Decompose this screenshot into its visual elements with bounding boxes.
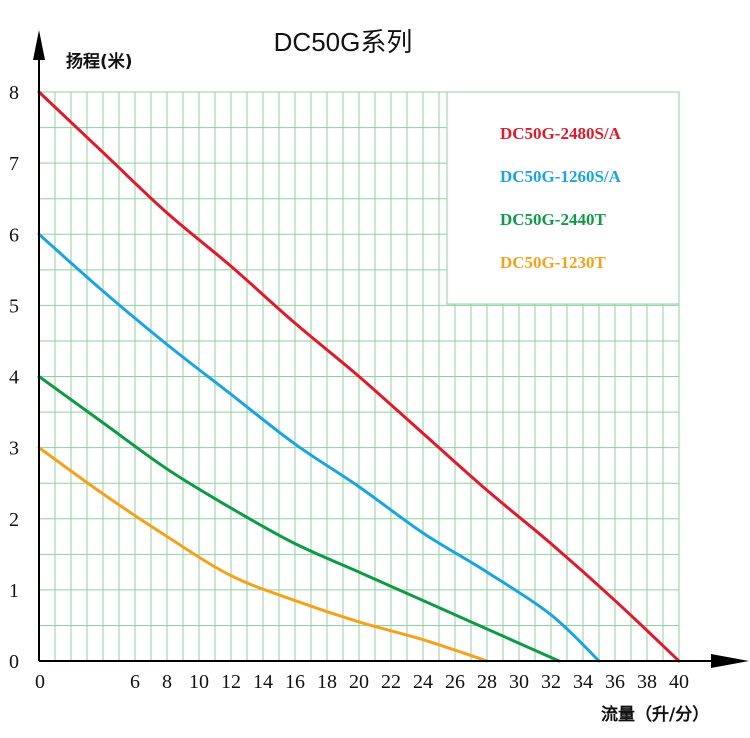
y-tick-label: 1: [9, 580, 19, 602]
x-tick-labels: 0 6 8 10 12 14 16 18 20 22 24 26 28 30 32 34 36 38 40: [35, 671, 689, 693]
x-tick-label: 14: [253, 671, 273, 693]
x-tick-label: 28: [477, 671, 497, 693]
y-tick-label: 4: [9, 367, 19, 389]
y-tick-label: 6: [9, 224, 19, 246]
axes: [33, 30, 749, 668]
y-tick-label: 5: [9, 295, 19, 317]
x-tick-label: 34: [573, 671, 593, 693]
y-tick-label: 2: [9, 509, 19, 531]
x-axis-label: 流量（升/分）: [601, 704, 709, 725]
y-tick-labels: 0 1 2 3 4 5 6 7 8: [9, 82, 19, 673]
y-tick-label: 0: [9, 651, 19, 673]
series-lines: [37, 90, 681, 663]
series-line-dc50g-2440t: [37, 375, 561, 663]
series-line-dc50g-1260s-a: [37, 232, 601, 663]
y-axis-label: 扬程(米): [66, 51, 133, 72]
series-line-dc50g-1230t: [37, 446, 489, 663]
x-tick-label: 24: [413, 671, 433, 693]
legend: DC50G-2480S/A DC50G-1260S/A DC50G-2440T DC5…: [500, 124, 622, 272]
x-tick-label: 30: [509, 671, 529, 693]
x-tick-label: 20: [349, 671, 369, 693]
x-tick-label: 32: [541, 671, 561, 693]
legend-item: DC50G-2480S/A: [500, 124, 622, 143]
x-tick-label: 16: [285, 671, 305, 693]
x-tick-label: 6: [130, 671, 140, 693]
series-line-dc50g-2480s-a: [37, 90, 681, 663]
y-axis-arrow: [33, 30, 45, 60]
chart-title: DC50G系列: [274, 27, 413, 57]
x-tick-label: 38: [637, 671, 657, 693]
x-tick-label: 8: [162, 671, 172, 693]
legend-item: DC50G-1230T: [500, 253, 606, 272]
legend-item: DC50G-2440T: [500, 210, 606, 229]
x-tick-label: 10: [189, 671, 209, 693]
x-tick-label: 40: [669, 671, 689, 693]
x-tick-label: 26: [445, 671, 465, 693]
x-tick-label: 12: [221, 671, 241, 693]
x-tick-label: 0: [35, 671, 45, 693]
y-tick-label: 8: [9, 82, 19, 104]
y-tick-label: 3: [9, 438, 19, 460]
x-tick-label: 22: [381, 671, 401, 693]
x-axis-arrow: [711, 654, 749, 668]
x-tick-label: 18: [317, 671, 337, 693]
y-tick-label: 7: [9, 153, 19, 175]
legend-box: [446, 91, 680, 305]
legend-item: DC50G-1260S/A: [500, 167, 622, 186]
x-tick-label: 36: [605, 671, 625, 693]
